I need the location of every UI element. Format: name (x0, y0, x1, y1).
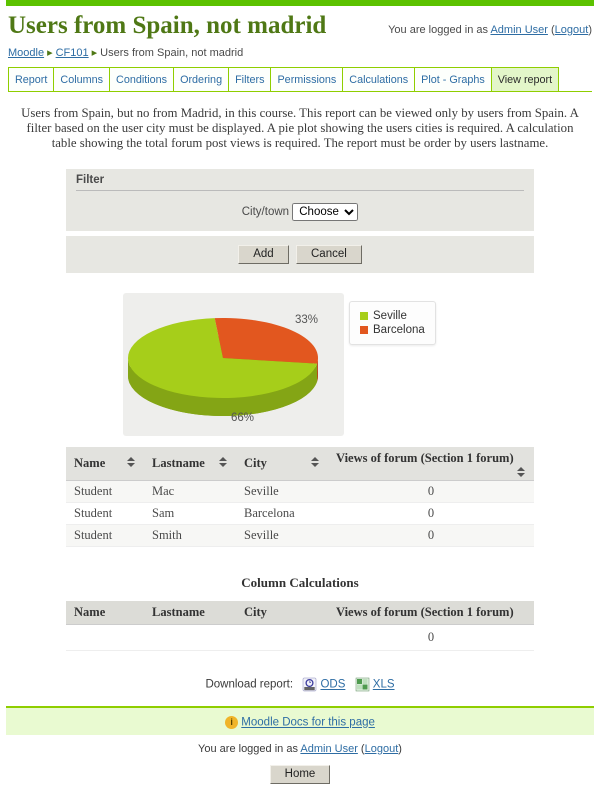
svg-text:66%: 66% (231, 412, 254, 424)
svg-text:33%: 33% (295, 314, 318, 326)
